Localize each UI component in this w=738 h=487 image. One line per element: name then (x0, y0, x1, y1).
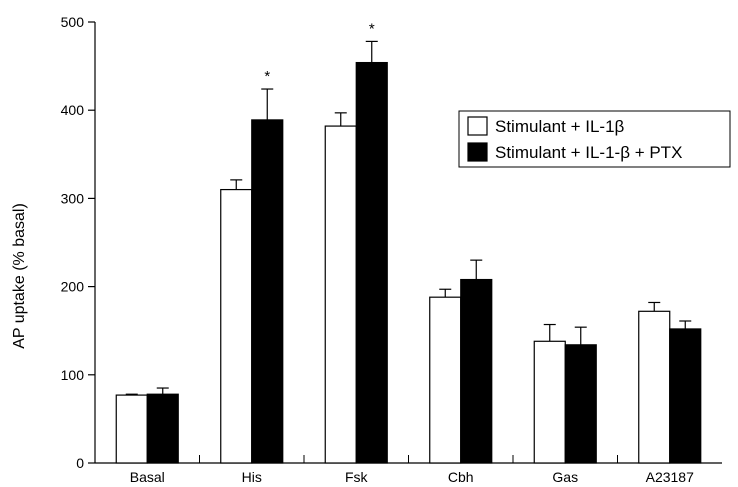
y-tick-label: 100 (61, 367, 85, 383)
legend-box (458, 110, 731, 168)
bar-His-series-1 (220, 188, 253, 464)
legend-label-series-1: Stimulant + IL-1β (495, 117, 625, 136)
x-tick-label: A23187 (646, 469, 694, 485)
x-tick-label: Cbh (448, 469, 474, 485)
bars (115, 61, 702, 464)
bar-Gas-series-1 (533, 340, 566, 464)
bar-Gas-series-2 (564, 344, 597, 464)
significance-asterisk: * (264, 68, 270, 85)
y-tick-label: 300 (61, 190, 85, 206)
legend: Stimulant + IL-1β Stimulant + IL-1-β + P… (458, 110, 731, 168)
bar-Basal-series-2 (146, 393, 179, 464)
error-bars (125, 40, 692, 396)
legend-label-series-2: Stimulant + IL-1-β + PTX (495, 143, 682, 162)
y-tick-label: 200 (61, 279, 85, 295)
x-tick-label: Basal (130, 469, 165, 485)
bar-Cbh-series-2 (460, 278, 493, 464)
bar-Fsk-series-1 (324, 125, 357, 464)
legend-swatch-series-1 (467, 116, 488, 136)
bar-Basal-series-1 (115, 394, 148, 464)
significance-asterisk: * (369, 20, 375, 37)
bar-Cbh-series-1 (429, 296, 462, 464)
y-tick-labels: 0 100 200 300 400 500 (61, 14, 85, 471)
y-tick-label: 0 (76, 455, 84, 471)
bar-A23187-series-1 (638, 310, 671, 464)
x-tick-label: Gas (552, 469, 578, 485)
bar-Fsk-series-2 (355, 61, 388, 464)
x-tick-label: Fsk (345, 469, 369, 485)
axes (88, 21, 722, 464)
bar-A23187-series-2 (669, 328, 702, 464)
y-tick-label: 400 (61, 102, 85, 118)
bar-His-series-2 (251, 119, 284, 464)
x-tick-label: His (242, 469, 262, 485)
legend-swatch-series-2 (467, 142, 488, 162)
x-tick-labels: Basal His Fsk Cbh Gas A23187 (130, 469, 694, 485)
annotations: ** (264, 20, 375, 85)
y-axis-title: AP uptake (% basal) (11, 203, 28, 349)
y-tick-label: 500 (61, 14, 85, 30)
